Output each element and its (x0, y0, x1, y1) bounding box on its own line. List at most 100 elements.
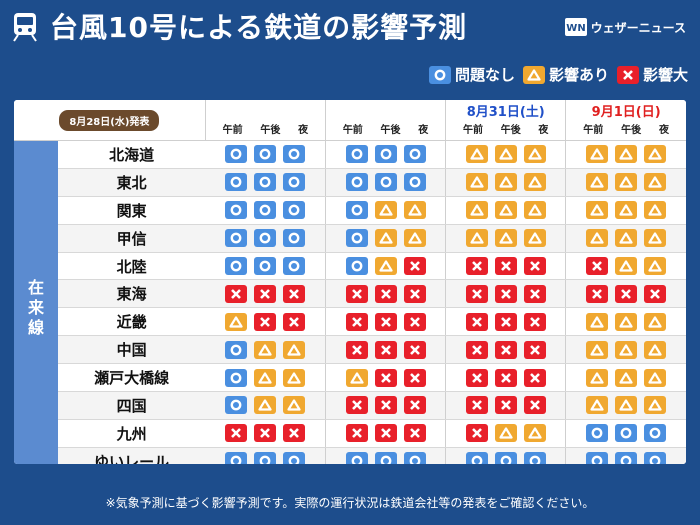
triangle-icon (644, 229, 666, 247)
footnote: ※気象予測に基づく影響予測です。実際の運行状況は鉄道会社等の発表をご確認ください… (0, 494, 700, 511)
day-cell (205, 308, 325, 336)
day-cell (205, 364, 325, 392)
issued-badge: 8月28日(水)発表 (59, 110, 159, 131)
table-row: 在来線 北海道 (14, 141, 686, 169)
period-label: 夜 (298, 121, 308, 136)
page-title: 台風10号による鉄道の影響予測 (50, 8, 467, 48)
cross-icon (404, 341, 426, 359)
day-cell (446, 308, 566, 336)
day-cell (446, 280, 566, 308)
triangle-icon (495, 145, 517, 163)
brand: WN ウェザーニュース (565, 18, 686, 36)
circle-icon (466, 452, 488, 464)
legend-item-affected: 影響あり (523, 64, 609, 85)
day-cell (325, 168, 445, 196)
line-name: 東海 (58, 280, 205, 308)
period-label: 午前 (583, 121, 603, 136)
line-name: 甲信 (58, 224, 205, 252)
circle-icon (346, 452, 368, 464)
day-header: 8月29日(木) 午前 午後 夜 (205, 100, 325, 141)
triangle-icon (615, 313, 637, 331)
day-date: 8月30日(金) (326, 105, 445, 121)
day-cell (446, 141, 566, 169)
circle-icon (225, 369, 247, 387)
cross-icon (375, 396, 397, 414)
legend-ok-label: 問題なし (455, 64, 515, 85)
triangle-icon (586, 341, 608, 359)
cross-icon (375, 313, 397, 331)
triangle-icon (615, 369, 637, 387)
table-row: ゆいレール (14, 447, 686, 464)
day-cell (446, 196, 566, 224)
circle-icon (283, 452, 305, 464)
circle-icon (346, 229, 368, 247)
period-label: 午後 (501, 121, 521, 136)
triangle-icon (615, 201, 637, 219)
circle-icon (346, 145, 368, 163)
cross-icon (495, 396, 517, 414)
circle-icon (225, 341, 247, 359)
circle-icon (283, 257, 305, 275)
cross-icon (495, 369, 517, 387)
day-cell (325, 336, 445, 364)
day-date: 8月29日(木) (206, 105, 325, 121)
cross-icon (346, 285, 368, 303)
cross-icon (346, 424, 368, 442)
day-cell (205, 196, 325, 224)
triangle-icon (644, 341, 666, 359)
triangle-icon (404, 229, 426, 247)
day-cell (205, 168, 325, 196)
day-cell (325, 252, 445, 280)
table-header: 8月28日(水)発表 8月29日(木) 午前 午後夜 8月30日(金) 午前 午後夜 8月3… (14, 100, 686, 141)
line-name: 近畿 (58, 308, 205, 336)
circle-icon (254, 452, 276, 464)
circle-icon (524, 452, 546, 464)
day-cell (446, 168, 566, 196)
svg-text:WN: WN (566, 23, 585, 34)
triangle-icon (254, 369, 276, 387)
cross-icon (225, 285, 247, 303)
table-row: 中国 (14, 336, 686, 364)
triangle-icon (524, 145, 546, 163)
cross-icon (283, 285, 305, 303)
day-cell (446, 419, 566, 447)
cross-icon (524, 285, 546, 303)
triangle-icon (615, 173, 637, 191)
cross-icon (404, 257, 426, 275)
day-cell (566, 196, 686, 224)
circle-icon (615, 452, 637, 464)
header: 台風10号による鉄道の影響予測 WN ウェザーニュース (0, 0, 700, 62)
period-label: 夜 (418, 121, 428, 136)
legend-affected-label: 影響あり (549, 64, 609, 85)
legend-item-severe: 影響大 (617, 64, 688, 85)
circle-icon (404, 452, 426, 464)
circle-icon (283, 229, 305, 247)
triangle-icon (615, 229, 637, 247)
day-cell (446, 392, 566, 420)
circle-icon (404, 173, 426, 191)
cross-icon (346, 396, 368, 414)
circle-icon (615, 424, 637, 442)
table-row: 関東 (14, 196, 686, 224)
cross-icon (404, 369, 426, 387)
cross-icon (495, 341, 517, 359)
cross-icon (495, 285, 517, 303)
cross-icon (466, 396, 488, 414)
triangle-icon (466, 145, 488, 163)
day-cell (566, 336, 686, 364)
table-row: 瀬戸大橋線 (14, 364, 686, 392)
cross-icon (404, 424, 426, 442)
triangle-icon (644, 369, 666, 387)
day-header: 8月30日(金) 午前 午後 夜 (325, 100, 445, 141)
line-name: 北海道 (58, 141, 205, 169)
triangle-icon (495, 173, 517, 191)
triangle-icon (225, 313, 247, 331)
circle-icon (225, 257, 247, 275)
table-row: 東海 (14, 280, 686, 308)
circle-icon (495, 452, 517, 464)
day-cell (325, 392, 445, 420)
category-label: 在来線 (26, 278, 46, 338)
line-name: 中国 (58, 336, 205, 364)
day-cell (205, 336, 325, 364)
legend-item-ok: 問題なし (429, 64, 515, 85)
